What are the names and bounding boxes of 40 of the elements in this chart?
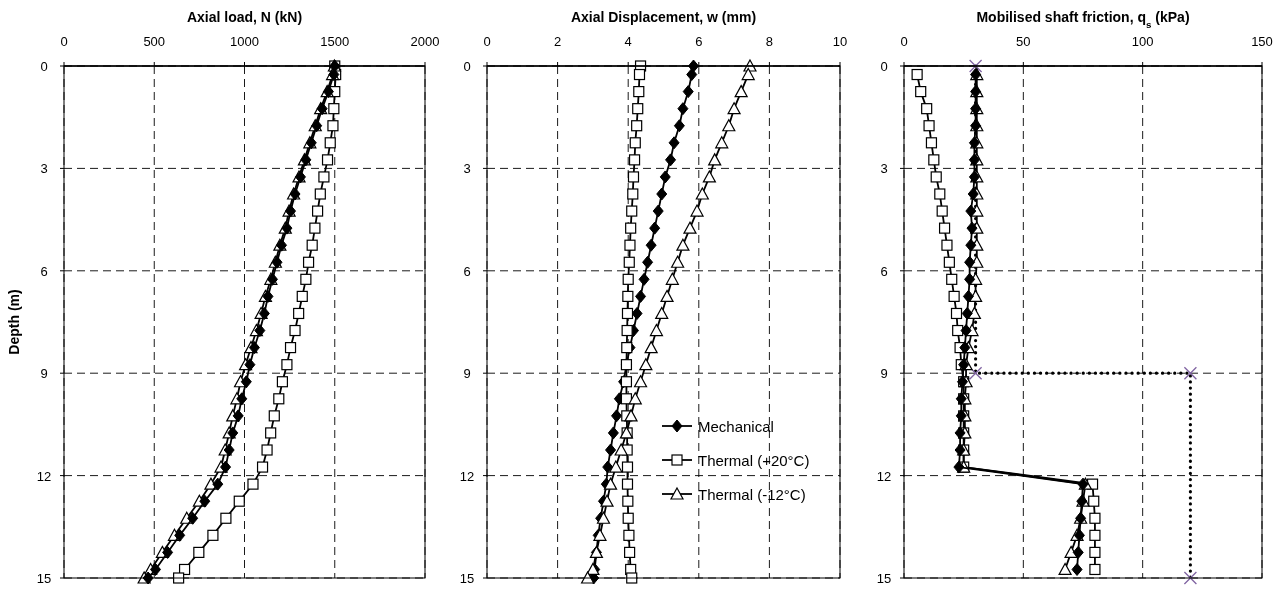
- y-tick-label: 9: [463, 366, 471, 382]
- y-tick-label: 0: [880, 59, 888, 74]
- x-tick-label: 150: [1251, 34, 1273, 49]
- y-tick-label: 3: [40, 161, 48, 177]
- y-tick-label: 6: [40, 263, 48, 279]
- legend-label: Thermal (+20°C): [698, 452, 810, 469]
- x-tick-label: 1000: [230, 34, 259, 49]
- x-axis-title: Mobilised shaft friction, q$_{s}$ (kPa): [976, 9, 1190, 30]
- y-tick-label: 12: [36, 468, 52, 484]
- y-tick-label: 9: [40, 366, 48, 382]
- y-tick-label: 3: [463, 161, 471, 177]
- x-tick-label: 4: [624, 34, 632, 49]
- x-tick-label: 100: [1131, 34, 1154, 49]
- y-tick-label: 15: [876, 571, 892, 586]
- y-tick-label: 0: [40, 59, 48, 74]
- x-tick-label: 8: [765, 34, 774, 49]
- x-tick-label: 0: [900, 34, 908, 49]
- y-tick-label: 12: [876, 468, 892, 484]
- y-tick-label: 15: [459, 571, 475, 586]
- y-tick-label: 6: [880, 263, 888, 279]
- y-tick-label: 15: [36, 571, 52, 586]
- x-tick-label: 1500: [320, 34, 350, 49]
- legend-label: Thermal (-12°C): [698, 486, 806, 503]
- y-tick-label: 0: [463, 59, 471, 74]
- x-axis-title: Axial load, N (kN): [186, 9, 303, 25]
- y-axis-title: Depth (m): [6, 289, 22, 355]
- y-tick-label: 6: [463, 263, 471, 279]
- x-tick-label: 2: [553, 34, 562, 49]
- x-tick-label: 0: [483, 34, 491, 49]
- x-axis-title: Axial Displacement, w (mm): [570, 9, 757, 25]
- y-tick-label: 12: [459, 468, 475, 484]
- x-tick-label: 6: [695, 34, 703, 49]
- y-tick-label: 9: [880, 366, 888, 382]
- x-tick-label: 10: [832, 34, 848, 49]
- legend-label: Mechanical: [698, 418, 774, 435]
- x-tick-label: 2000: [410, 34, 440, 49]
- x-tick-label: 500: [143, 34, 166, 49]
- x-tick-label: 0: [60, 34, 68, 49]
- y-tick-label: 3: [880, 161, 888, 177]
- x-tick-label: 50: [1016, 34, 1031, 49]
